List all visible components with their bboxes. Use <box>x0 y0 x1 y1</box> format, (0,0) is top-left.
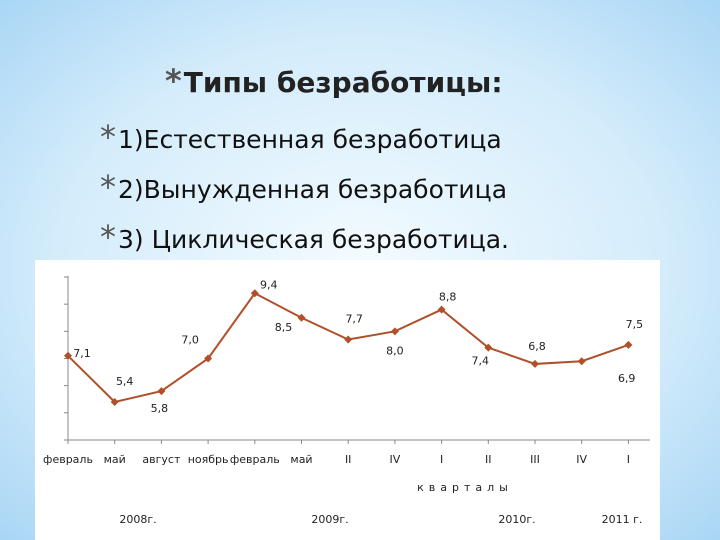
group-label: 2010г. <box>498 513 535 526</box>
value-label: 7,5 <box>626 318 644 331</box>
x-tick-label: I <box>627 453 630 466</box>
marker <box>110 397 119 406</box>
chart-area <box>35 260 660 540</box>
group-label: 2009г. <box>311 513 348 526</box>
value-label: 8,0 <box>386 344 404 357</box>
value-label: 7,7 <box>345 312 363 325</box>
marker <box>624 340 633 349</box>
marker <box>577 357 586 366</box>
x-tick-label: I <box>440 453 443 466</box>
marker <box>250 289 259 298</box>
title-text: Типы безработицы: <box>183 66 503 99</box>
marker <box>64 351 72 360</box>
value-label: 8,5 <box>275 321 293 334</box>
x-tick-label: май <box>290 453 312 466</box>
marker <box>157 387 166 396</box>
group-label: 2011 г. <box>602 513 643 526</box>
bullet: * <box>100 218 116 256</box>
x-tick-label: IV <box>390 453 401 466</box>
list-item: *2)Вынужденная безработица <box>100 168 507 206</box>
x-tick-label: май <box>104 453 126 466</box>
x-tick-label: ноябрь <box>188 453 229 466</box>
list-item: *1)Естественная безработица <box>100 118 502 156</box>
marker <box>484 343 493 352</box>
item-text: 2)Вынужденная безработица <box>118 175 508 204</box>
bullet: * <box>165 62 182 100</box>
list-item: *3) Циклическая безработица. <box>100 218 509 256</box>
group-label: 2008г. <box>119 513 156 526</box>
value-label: 7,4 <box>472 355 490 368</box>
item-text: 1)Естественная безработица <box>118 125 502 154</box>
x-axis-label: кварталы <box>417 481 513 494</box>
value-label: 7,1 <box>73 347 91 360</box>
x-tick-label: II <box>485 453 492 466</box>
x-tick-label: II <box>345 453 352 466</box>
marker <box>344 335 353 344</box>
marker <box>531 359 539 368</box>
value-label: 6,8 <box>528 340 546 353</box>
marker <box>390 327 399 336</box>
value-label: 5,4 <box>116 375 134 388</box>
item-text: 3) Циклическая безработица. <box>118 225 509 254</box>
marker <box>204 354 213 363</box>
marker <box>297 313 306 322</box>
value-label: 9,4 <box>260 278 278 291</box>
x-tick-label: февраль <box>230 453 280 466</box>
value-label: 6,9 <box>618 372 636 385</box>
x-tick-label: III <box>530 453 540 466</box>
bullet: * <box>100 168 116 206</box>
value-label: 5,8 <box>151 402 169 415</box>
x-tick-label: февраль <box>43 453 93 466</box>
marker <box>437 305 446 314</box>
value-label: 7,0 <box>181 334 199 347</box>
slide-title: *Типы безработицы: <box>165 62 503 100</box>
x-tick-label: IV <box>576 453 587 466</box>
value-label: 8,8 <box>439 291 457 304</box>
bullet: * <box>100 118 116 156</box>
x-tick-label: август <box>142 453 181 466</box>
